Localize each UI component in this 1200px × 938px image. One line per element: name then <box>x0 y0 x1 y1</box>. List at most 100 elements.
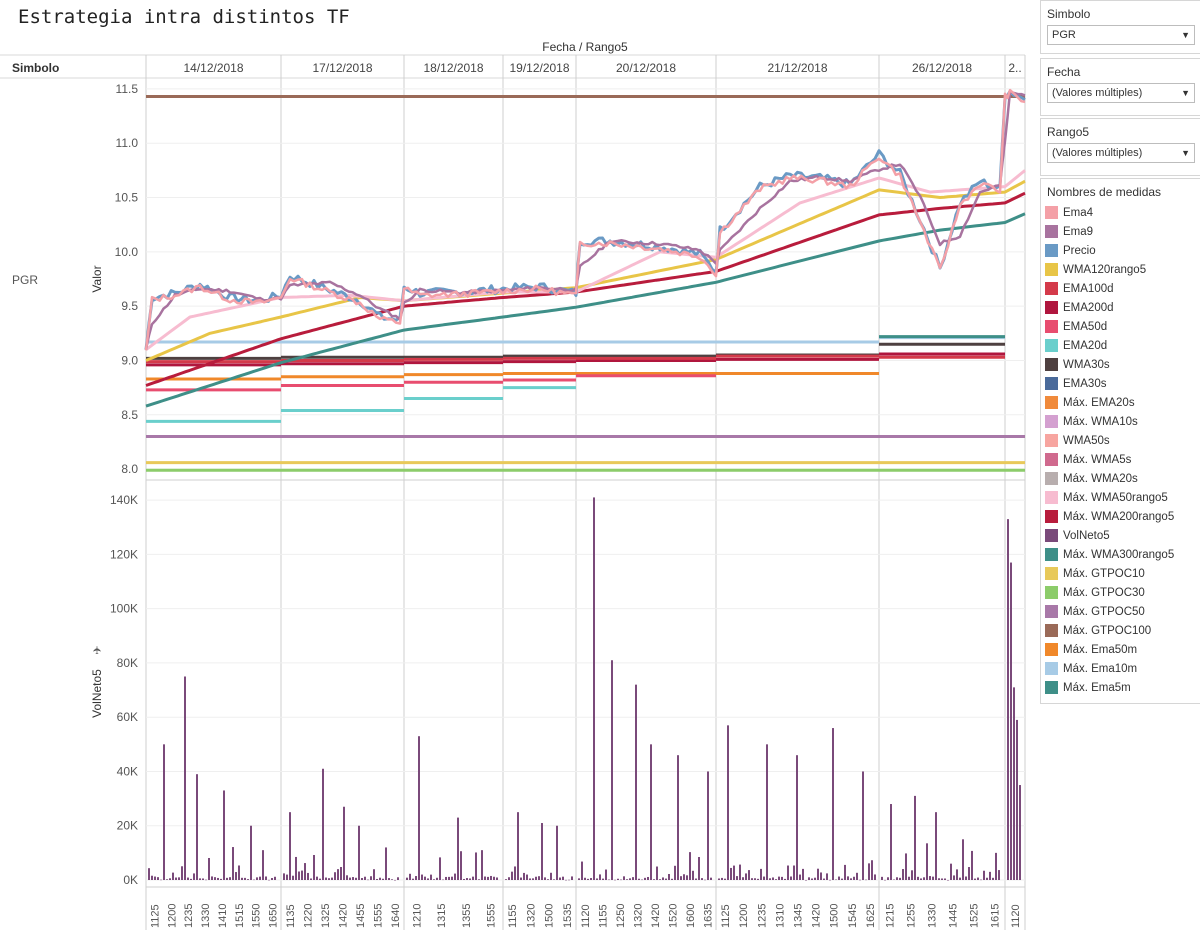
volume-bar <box>799 874 801 880</box>
legend-item[interactable]: Máx. Ema10m <box>1041 659 1200 678</box>
legend-item[interactable]: Máx. Ema50m <box>1041 640 1200 659</box>
legend-item[interactable]: Máx. EMA20s <box>1041 393 1200 412</box>
row-header-title: Simbolo <box>12 61 59 75</box>
legend-item[interactable]: Máx. GTPOC100 <box>1041 621 1200 640</box>
volume-bar <box>226 877 228 880</box>
volume-bar <box>766 744 768 880</box>
legend-item[interactable]: Máx. WMA10s <box>1041 412 1200 431</box>
volume-bar <box>742 877 744 880</box>
legend-item[interactable]: Precio <box>1041 241 1200 260</box>
legend-item[interactable]: WMA120rango5 <box>1041 260 1200 279</box>
legend-swatch <box>1045 643 1058 656</box>
x-tick-label: 1155 <box>597 904 609 928</box>
volume-bar <box>853 876 855 880</box>
volume-bar <box>617 878 619 880</box>
column-header-title: Fecha / Rango5 <box>542 40 628 54</box>
volume-bar <box>751 878 753 880</box>
filter-fecha-dropdown[interactable]: (Valores múltiples) ▼ <box>1047 83 1195 103</box>
y-tick-label: 80K <box>117 656 138 670</box>
legend-swatch <box>1045 624 1058 637</box>
chevron-down-icon: ▼ <box>1181 88 1190 98</box>
volume-bar <box>349 877 351 880</box>
legend-item[interactable]: Ema9 <box>1041 222 1200 241</box>
legend-swatch <box>1045 358 1058 371</box>
volume-bar <box>289 812 291 880</box>
legend-item[interactable]: Máx. WMA300rango5 <box>1041 545 1200 564</box>
volume-bar <box>340 867 342 880</box>
volume-bar <box>496 877 498 880</box>
legend-item[interactable]: EMA200d <box>1041 298 1200 317</box>
legend-swatch <box>1045 339 1058 352</box>
volume-bar <box>292 875 294 880</box>
volume-bar <box>968 867 970 880</box>
volume-bar <box>475 852 477 880</box>
legend-item[interactable]: EMA30s <box>1041 374 1200 393</box>
legend-item[interactable]: Máx. WMA20s <box>1041 469 1200 488</box>
series-line <box>144 88 1026 351</box>
volume-bar <box>367 879 369 881</box>
volume-bar <box>733 865 735 880</box>
x-tick-label: 1600 <box>685 904 697 928</box>
chart-area[interactable]: Fecha / Rango5 Simbolo 14/12/2018 17/12/201… <box>0 0 1030 938</box>
volume-bar <box>571 876 573 880</box>
legend-swatch <box>1045 320 1058 333</box>
legend-item[interactable]: Ema4 <box>1041 203 1200 222</box>
legend-item[interactable]: WMA30s <box>1041 355 1200 374</box>
legend-item[interactable]: EMA50d <box>1041 317 1200 336</box>
y-tick-label: 60K <box>117 710 138 724</box>
filter-rango5-dropdown[interactable]: (Valores múltiples) ▼ <box>1047 143 1195 163</box>
volume-bar <box>517 812 519 880</box>
legend-item[interactable]: VolNeto5 <box>1041 526 1200 545</box>
legend-swatch <box>1045 396 1058 409</box>
legend-item[interactable]: Máx. GTPOC30 <box>1041 583 1200 602</box>
x-tick-label: 1640 <box>390 904 402 928</box>
volume-bar <box>760 868 762 880</box>
volume-bar <box>547 879 549 880</box>
filter-fecha: Fecha (Valores múltiples) ▼ <box>1040 58 1200 116</box>
volume-bar <box>590 878 592 880</box>
legend-item[interactable]: Máx. WMA5s <box>1041 450 1200 469</box>
volume-bar <box>544 877 546 880</box>
volume-bar <box>611 660 613 880</box>
volume-bar <box>623 876 625 880</box>
volume-bar <box>331 877 333 880</box>
volume-bar <box>998 870 1000 880</box>
legend-item[interactable]: WMA50s <box>1041 431 1200 450</box>
volume-bar <box>244 877 246 880</box>
volume-bar <box>484 876 486 880</box>
volume-bar <box>668 873 670 880</box>
volume-bar <box>581 861 583 880</box>
legend-item[interactable]: Máx. WMA200rango5 <box>1041 507 1200 526</box>
volume-bar <box>820 872 822 880</box>
x-tick-label: 1125 <box>149 904 161 928</box>
filter-simbolo-dropdown[interactable]: PGR ▼ <box>1047 25 1195 45</box>
legend-item[interactable]: EMA100d <box>1041 279 1200 298</box>
legend-item[interactable]: Máx. GTPOC10 <box>1041 564 1200 583</box>
legend-item[interactable]: EMA20d <box>1041 336 1200 355</box>
legend-item[interactable]: Máx. Ema5m <box>1041 678 1200 697</box>
volume-bar <box>859 879 861 881</box>
volume-bar <box>977 877 979 880</box>
x-tick-label: 1410 <box>217 904 229 928</box>
x-tick-label: 1420 <box>650 904 662 928</box>
volume-bar <box>608 879 610 881</box>
x-tick-label: 1445 <box>948 904 960 928</box>
volume-bar <box>202 878 204 880</box>
volume-bar <box>710 877 712 880</box>
volume-bar <box>181 866 183 880</box>
row-label-pgr: PGR <box>12 273 38 287</box>
volume-bar <box>376 878 378 880</box>
x-tick-label: 1625 <box>865 904 877 928</box>
legend-item[interactable]: Máx. GTPOC50 <box>1041 602 1200 621</box>
volume-bar <box>665 878 667 880</box>
x-tick-label: 1200 <box>738 904 750 928</box>
x-tick-label: 1200 <box>166 904 178 928</box>
volume-bar <box>358 825 360 880</box>
chevron-down-icon: ▼ <box>1181 30 1190 40</box>
volume-bar <box>847 876 849 880</box>
volume-bar <box>674 865 676 880</box>
legend-label: Máx. WMA200rango5 <box>1063 510 1175 523</box>
volume-bar <box>442 879 444 881</box>
legend-item[interactable]: Máx. WMA50rango5 <box>1041 488 1200 507</box>
volume-bar <box>796 755 798 880</box>
